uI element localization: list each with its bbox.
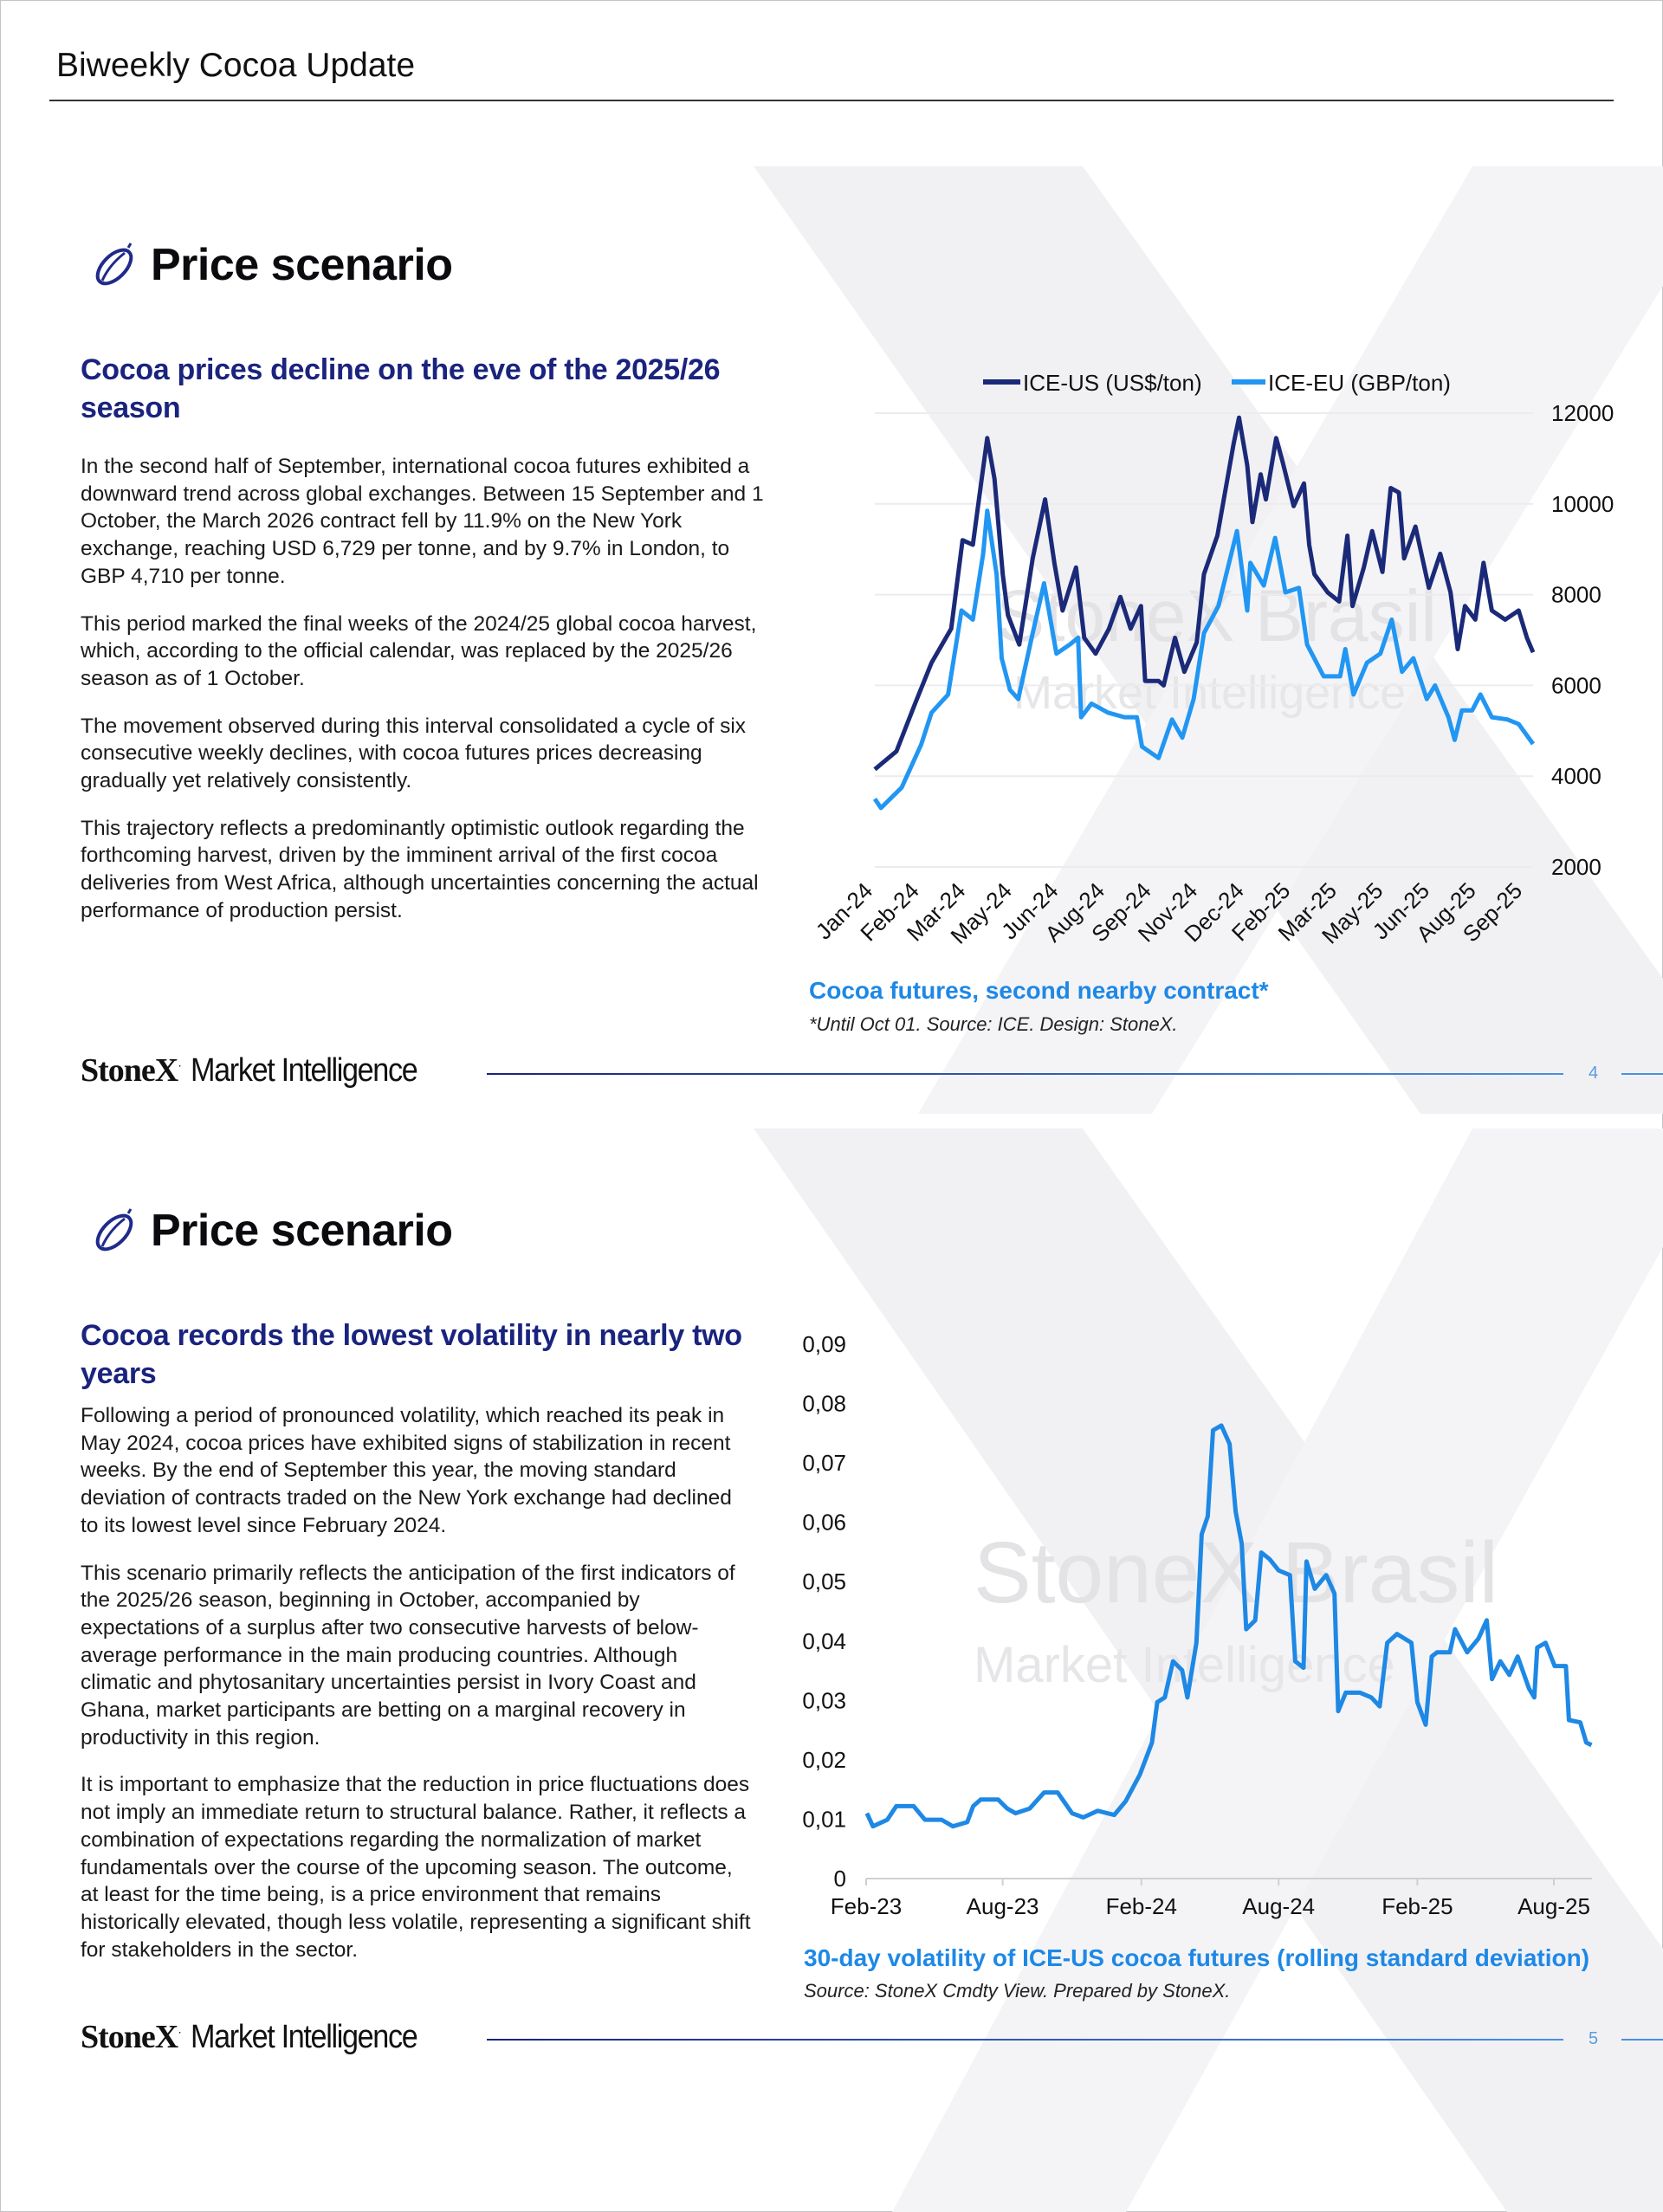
y-tick-label: 0,05 — [802, 1568, 846, 1594]
y-tick-label: 0,06 — [802, 1510, 846, 1536]
legend-label: ICE-US (US$/ton) — [1023, 370, 1202, 396]
brand-mark: · — [178, 2024, 182, 2039]
watermark-x-page4 — [754, 166, 1663, 1114]
section-title: Price scenario — [151, 1206, 453, 1256]
footer-divider-end — [1621, 2039, 1663, 2041]
y-tick-label: 4000 — [1551, 763, 1602, 789]
section-title: Price scenario — [151, 240, 453, 290]
series-line-ice-us — [873, 415, 1536, 772]
series-line-ice-eu — [872, 508, 1536, 811]
paragraph: It is important to emphasize that the re… — [81, 1773, 751, 1962]
cocoa-futures-chart: 20004000600080001000012000Jan-24Feb-24Ma… — [811, 370, 1614, 949]
y-tick-label: 0,04 — [802, 1628, 846, 1654]
footer-brand: StoneX — [81, 2019, 178, 2055]
cocoa-bean-icon — [95, 243, 133, 286]
y-tick-label: 0 — [834, 1866, 846, 1892]
footer-divider — [487, 1073, 1563, 1075]
y-tick-label: 12000 — [1551, 400, 1614, 426]
chart-caption: 30-day volatility of ICE-US cocoa future… — [804, 1944, 1590, 1971]
x-tick-label: Aug-24 — [1242, 1893, 1315, 1919]
footer-sub: Market Intelligence — [191, 1052, 418, 1089]
y-tick-label: 10000 — [1551, 491, 1614, 517]
watermark-brand: StoneX Brasil — [974, 1524, 1498, 1621]
paragraph: The movement observed during this interv… — [81, 714, 747, 793]
brand-mark: · — [178, 1057, 182, 1072]
x-tick-label: Feb-25 — [1382, 1893, 1453, 1919]
chart-source: *Until Oct 01. Source: ICE. Design: Ston… — [809, 1013, 1178, 1035]
document-title: Biweekly Cocoa Update — [56, 47, 416, 84]
y-tick-label: 0,07 — [802, 1450, 846, 1476]
article-body: In the second half of September, interna… — [81, 453, 765, 945]
chart-caption: Cocoa futures, second nearby contract* — [809, 977, 1269, 1004]
footer-divider-end — [1621, 1073, 1663, 1075]
chart-source: Source: StoneX Cmdty View. Prepared by S… — [804, 1980, 1231, 2002]
y-tick-label: 0,09 — [802, 1331, 846, 1357]
y-tick-label: 0,01 — [802, 1806, 846, 1832]
article-heading: Cocoa records the lowest volatility in n… — [81, 1319, 742, 1390]
footer-divider — [487, 2039, 1563, 2041]
footer-logo: StoneX· Market Intelligence — [81, 2018, 443, 2056]
legend-label: ICE-EU (GBP/ton) — [1268, 370, 1451, 396]
article-body: Following a period of pronounced volatil… — [81, 1402, 754, 1983]
y-tick-label: 0,08 — [802, 1391, 846, 1417]
cocoa-bean-icon — [95, 1208, 133, 1252]
footer-logo: StoneX· Market Intelligence — [81, 1051, 443, 1090]
page-number: 5 — [1589, 2029, 1599, 2048]
article-heading: Cocoa prices decline on the eve of the 2… — [81, 353, 721, 424]
page-number: 4 — [1589, 1064, 1599, 1083]
footer-brand: StoneX — [81, 1052, 178, 1089]
paragraph: Following a period of pronounced volatil… — [81, 1404, 732, 1537]
watermark-x-page5 — [754, 1129, 1663, 2212]
y-tick-label: 0,02 — [802, 1747, 846, 1773]
paragraph: This trajectory reflects a predominantly… — [81, 816, 759, 922]
paragraph: This period marked the final weeks of th… — [81, 611, 757, 690]
series-line-volatility — [864, 1423, 1593, 1829]
header-divider — [49, 100, 1614, 101]
x-tick-label: Aug-25 — [1517, 1893, 1590, 1919]
footer-sub: Market Intelligence — [191, 2019, 418, 2055]
y-tick-label: 6000 — [1551, 672, 1602, 698]
y-tick-label: 0,03 — [802, 1687, 846, 1713]
y-tick-label: 2000 — [1551, 854, 1602, 880]
x-tick-label: Aug-23 — [967, 1893, 1039, 1919]
paragraph: In the second half of September, interna… — [81, 455, 764, 588]
y-tick-label: 8000 — [1551, 582, 1602, 608]
x-tick-label: Feb-24 — [1106, 1893, 1177, 1919]
x-tick-label: Feb-23 — [831, 1893, 902, 1919]
paragraph: This scenario primarily reflects the ant… — [81, 1561, 735, 1750]
